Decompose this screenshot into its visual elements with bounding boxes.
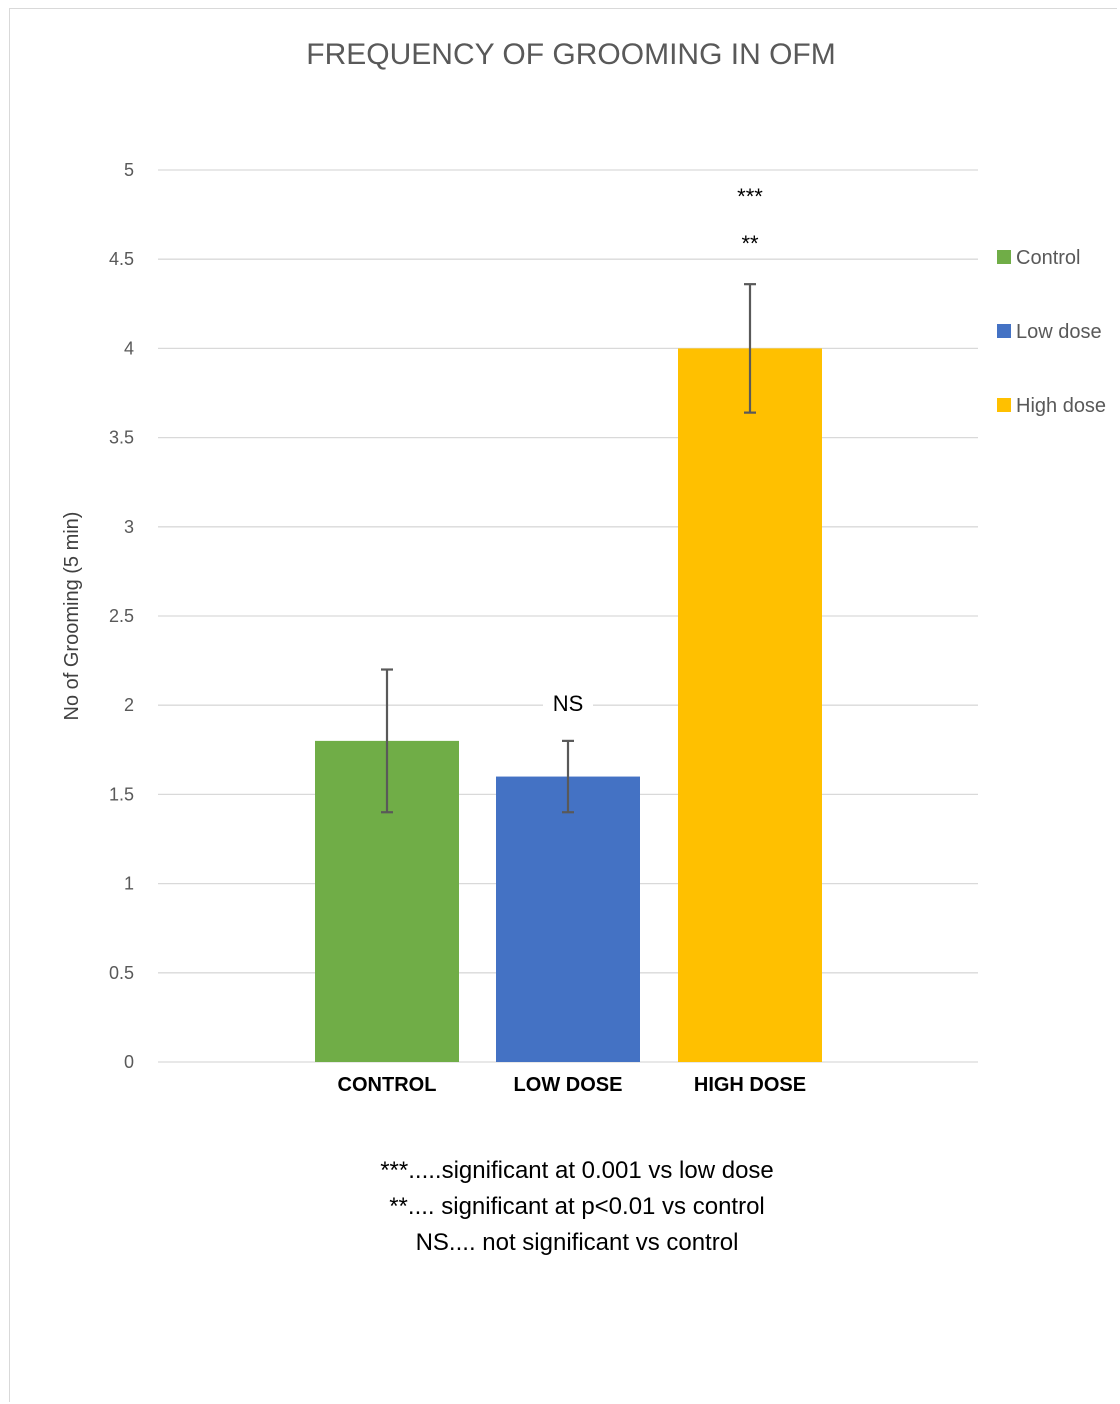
y-tick-label: 2.5	[109, 606, 134, 626]
x-category-label: CONTROL	[338, 1074, 437, 1096]
x-axis-categories: CONTROL LOW DOSE HIGH DOSE	[338, 1074, 807, 1096]
error-bars	[381, 283, 756, 814]
footnotes: ***.....significant at 0.001 vs low dose…	[380, 1157, 774, 1256]
y-tick-label: 0.5	[109, 963, 134, 983]
footnote: **.... significant at p<0.01 vs control	[389, 1193, 765, 1220]
y-tick-label: 5	[124, 160, 134, 180]
legend-label: High dose	[1016, 395, 1106, 417]
footnote: ***.....significant at 0.001 vs low dose	[380, 1157, 774, 1184]
y-tick-label: 2	[124, 695, 134, 715]
significance-label: ***	[737, 184, 763, 209]
x-category-label: LOW DOSE	[514, 1074, 623, 1096]
legend: Control Low dose High dose	[997, 247, 1106, 417]
y-tick-label: 1.5	[109, 784, 134, 804]
y-tick-label: 4.5	[109, 249, 134, 269]
significance-label: **	[741, 231, 759, 256]
significance-label: NS	[553, 691, 584, 716]
y-tick-label: 0	[124, 1052, 134, 1072]
x-category-label: HIGH DOSE	[694, 1074, 806, 1096]
y-tick-label: 3	[124, 517, 134, 537]
legend-label: Low dose	[1016, 321, 1102, 343]
annotation-bg	[543, 681, 593, 713]
bars	[315, 348, 822, 1062]
footnote: NS.... not significant vs control	[416, 1229, 739, 1256]
y-tick-label: 4	[124, 338, 134, 358]
legend-swatch	[997, 324, 1011, 338]
annotation-bg	[725, 221, 775, 253]
annotation-bg	[718, 174, 782, 206]
legend-swatch	[997, 250, 1011, 264]
chart-title: FREQUENCY OF GROOMING IN OFM	[306, 38, 835, 71]
y-axis-label: No of Grooming (5 min)	[61, 512, 83, 721]
legend-label: Control	[1016, 247, 1080, 269]
bar-low-dose	[496, 776, 640, 1062]
bar-high-dose	[678, 348, 822, 1062]
y-tick-label: 3.5	[109, 428, 134, 448]
legend-swatch	[997, 398, 1011, 412]
y-tick-label: 1	[124, 874, 134, 894]
y-axis-ticks: 0 0.5 1 1.5 2 2.5 3 3.5 4 4.5 5	[109, 160, 134, 1072]
significance-annotations: NS*****	[543, 174, 782, 716]
